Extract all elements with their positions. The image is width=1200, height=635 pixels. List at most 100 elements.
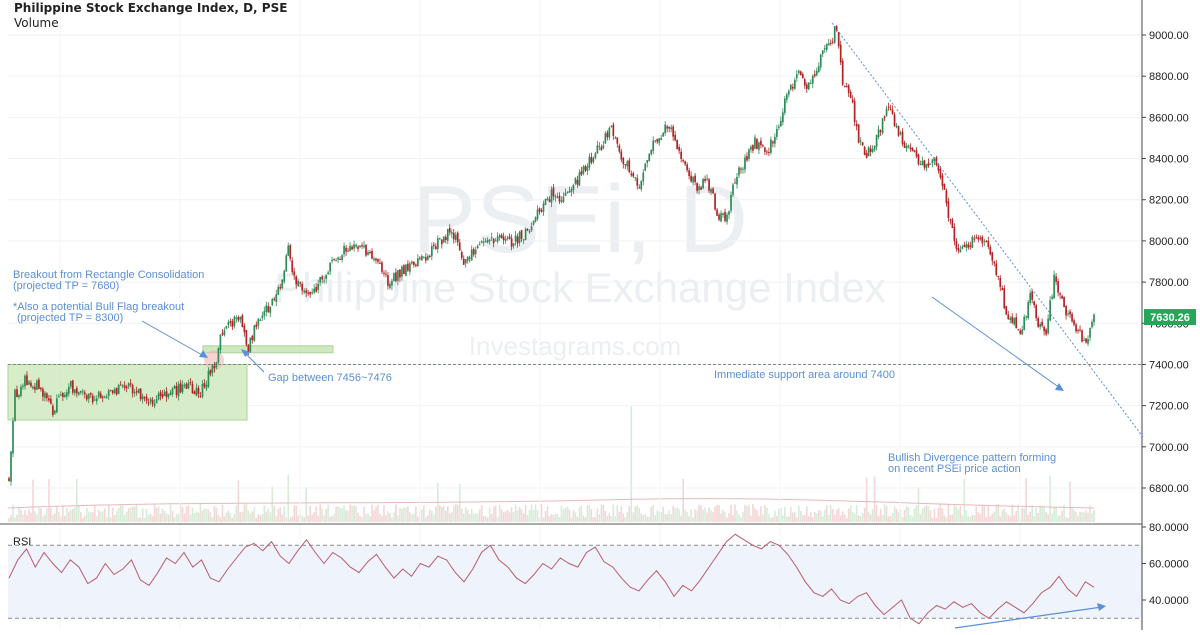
volume-bar — [472, 513, 475, 522]
candle-body — [205, 384, 208, 389]
candle-body — [75, 388, 78, 394]
candle-body — [620, 151, 623, 160]
volume-bar — [1023, 508, 1025, 522]
rectangle-consolidation-zone — [7, 363, 248, 421]
volume-bar — [558, 517, 561, 522]
candle-body — [813, 74, 816, 77]
chart-title: Philippine Stock Exchange Index, D, PSE — [14, 1, 288, 15]
candle-body — [570, 189, 573, 192]
volume-bar — [967, 515, 970, 522]
candle-body — [167, 393, 170, 397]
candle-body — [921, 160, 924, 166]
candle-body — [636, 178, 639, 186]
volume-bar — [973, 515, 976, 522]
volume-bar — [450, 512, 453, 522]
candle-body — [1029, 293, 1032, 304]
rsi-divergence-arrowhead — [1097, 603, 1106, 611]
volume-bar — [666, 514, 668, 522]
candle-body — [626, 161, 629, 167]
volume-bar — [1083, 512, 1085, 522]
volume-bar — [546, 506, 549, 522]
volume-bar — [173, 517, 176, 522]
volume-bar — [809, 512, 812, 522]
volume-bar — [171, 511, 174, 522]
candle-body — [604, 133, 607, 144]
volume-bar — [255, 517, 258, 522]
volume-bar — [520, 509, 523, 522]
volume-bar — [339, 507, 341, 522]
volume-bar — [502, 511, 505, 522]
candle-body — [572, 184, 575, 191]
candle-body — [504, 239, 507, 241]
candle-body — [83, 392, 86, 395]
candle-body — [203, 382, 206, 387]
volume-bar — [239, 512, 242, 522]
candle-body — [915, 150, 918, 157]
volume-bar — [911, 516, 914, 522]
volume-bar — [907, 507, 910, 522]
volume-bar — [608, 513, 611, 522]
candle-body — [171, 388, 174, 395]
candle-body — [588, 156, 591, 168]
candle-body — [40, 387, 42, 390]
candle-body — [91, 395, 94, 403]
candle-body — [179, 383, 182, 393]
candle-body — [750, 146, 752, 150]
candle-body — [756, 138, 758, 149]
volume-bar — [279, 507, 282, 522]
volume-bar — [841, 511, 844, 522]
candle-body — [843, 85, 846, 87]
volume-bar — [492, 506, 495, 522]
volume-bar — [861, 513, 864, 522]
volume-bar — [456, 504, 459, 522]
volume-bar — [764, 505, 766, 522]
candle-body — [339, 258, 341, 260]
candle-body — [875, 135, 878, 147]
candle-body — [261, 315, 264, 318]
volume-bar — [710, 510, 712, 522]
volume-bar — [796, 517, 798, 522]
volume-bar — [343, 505, 345, 522]
candle-body — [62, 393, 64, 398]
volume-bar — [935, 517, 938, 522]
candle-body — [762, 145, 764, 147]
candle-body — [103, 396, 106, 398]
volume-bar — [778, 508, 780, 522]
volume-bar — [379, 514, 381, 522]
candle-body — [1083, 339, 1085, 341]
volume-bar — [30, 512, 32, 522]
volume-bar — [54, 513, 56, 522]
volume-bar — [756, 510, 758, 522]
volume-bar — [993, 511, 996, 522]
candle-body — [291, 260, 294, 273]
volume-bar — [295, 505, 298, 522]
candle-body — [1037, 317, 1040, 327]
volume-bar — [347, 510, 349, 522]
candle-body — [121, 385, 124, 387]
volume-bar — [197, 512, 200, 522]
candle-body — [949, 219, 952, 221]
candle-body — [415, 264, 417, 266]
candle-body — [554, 196, 557, 198]
candle-body — [193, 391, 196, 395]
candle-body — [989, 247, 992, 255]
candle-body — [520, 230, 523, 239]
candle-body — [602, 145, 605, 149]
candle-body — [839, 44, 842, 63]
volume-bar — [869, 514, 872, 522]
volume-bar — [427, 515, 429, 522]
candle-body — [1079, 329, 1081, 331]
candle-body — [797, 70, 800, 73]
volume-bar — [303, 517, 305, 522]
volume-bar — [981, 504, 984, 522]
volume-bar — [905, 506, 908, 522]
volume-bar — [859, 515, 862, 522]
volume-bar — [594, 517, 597, 522]
volume-bar — [36, 514, 38, 522]
candle-body — [500, 234, 503, 239]
volume-bar — [20, 509, 22, 522]
candle-body — [841, 60, 844, 85]
candle-body — [444, 236, 447, 240]
last-price-label: 7630.26 — [1150, 312, 1190, 324]
annotation-divergence-line1: Bullish Divergence pattern forming — [888, 452, 1056, 464]
